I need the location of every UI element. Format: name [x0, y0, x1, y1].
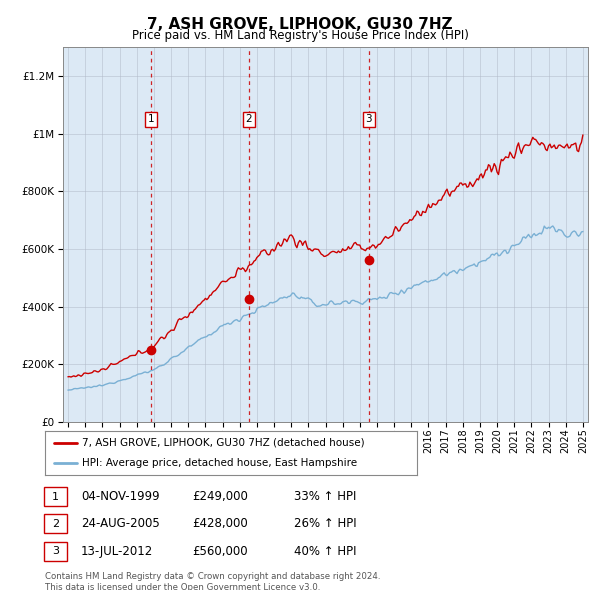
Text: Contains HM Land Registry data © Crown copyright and database right 2024.
This d: Contains HM Land Registry data © Crown c…	[45, 572, 380, 590]
Text: HPI: Average price, detached house, East Hampshire: HPI: Average price, detached house, East…	[82, 458, 358, 468]
Text: 13-JUL-2012: 13-JUL-2012	[81, 545, 153, 558]
Text: 24-AUG-2005: 24-AUG-2005	[81, 517, 160, 530]
Text: 2: 2	[245, 114, 252, 124]
Text: £428,000: £428,000	[192, 517, 248, 530]
Text: 1: 1	[148, 114, 154, 124]
Text: 7, ASH GROVE, LIPHOOK, GU30 7HZ (detached house): 7, ASH GROVE, LIPHOOK, GU30 7HZ (detache…	[82, 438, 365, 448]
Text: 3: 3	[52, 546, 59, 556]
Text: 33% ↑ HPI: 33% ↑ HPI	[294, 490, 356, 503]
Text: Price paid vs. HM Land Registry's House Price Index (HPI): Price paid vs. HM Land Registry's House …	[131, 30, 469, 42]
Text: 26% ↑ HPI: 26% ↑ HPI	[294, 517, 356, 530]
Text: £249,000: £249,000	[192, 490, 248, 503]
Text: 1: 1	[52, 492, 59, 502]
Text: 40% ↑ HPI: 40% ↑ HPI	[294, 545, 356, 558]
Text: 7, ASH GROVE, LIPHOOK, GU30 7HZ: 7, ASH GROVE, LIPHOOK, GU30 7HZ	[147, 17, 453, 31]
Text: £560,000: £560,000	[192, 545, 248, 558]
Text: 3: 3	[365, 114, 372, 124]
Text: 04-NOV-1999: 04-NOV-1999	[81, 490, 160, 503]
Text: 2: 2	[52, 519, 59, 529]
